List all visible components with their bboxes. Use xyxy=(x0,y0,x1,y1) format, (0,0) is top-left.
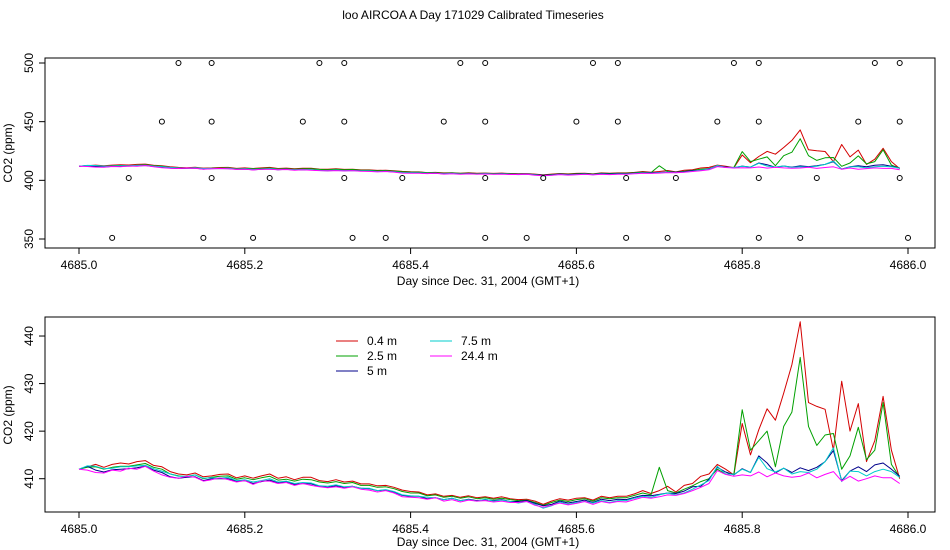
panel-1-marker-point xyxy=(714,118,721,125)
legend-label-24-4m: 24.4 m xyxy=(461,349,498,363)
panel-1-x-axis: 4685.0 4685.2 4685.4 4685.6 4685.8 4686.0 xyxy=(61,247,927,272)
panel-1-marker-point xyxy=(755,60,762,66)
panel-1-markers xyxy=(109,60,911,241)
panel-1-marker-point xyxy=(208,174,215,181)
panel-1-marker-point xyxy=(266,174,273,181)
panel-1-series xyxy=(78,129,901,177)
panel-1-marker-point xyxy=(905,234,911,241)
panel-2-y-tick-label: 420 xyxy=(22,421,36,441)
panel-1-x-tick-label: 4686.0 xyxy=(890,258,927,272)
panel-1-marker-point xyxy=(341,60,348,66)
panel-1-y-axis: 350 400 450 500 xyxy=(22,53,46,249)
panel-1-marker-point xyxy=(382,234,389,241)
legend-label-5m: 5 m xyxy=(367,364,387,378)
panel-1-marker-point xyxy=(896,174,903,181)
panel-1-marker-point xyxy=(871,60,878,66)
panel-1-x-tick-label: 4685.4 xyxy=(392,258,429,272)
panel-1-marker-point xyxy=(482,174,489,181)
panel-2-x-tick-label: 4685.6 xyxy=(558,522,595,536)
panel-2-y-tick-label: 440 xyxy=(22,326,36,346)
panel-2-y-tick-label: 410 xyxy=(22,468,36,488)
panel-1-marker-point xyxy=(755,174,762,181)
panel-2-series-0-4m xyxy=(78,321,901,505)
panel-1-marker-point xyxy=(250,234,257,241)
panel-1-marker-point xyxy=(175,60,182,66)
panel-1-marker-point xyxy=(614,60,621,66)
panel-1-marker-point xyxy=(482,234,489,241)
panel-1-marker-point xyxy=(573,118,580,125)
panel-1-marker-point xyxy=(523,234,530,241)
panel-2-x-axis-label: Day since Dec. 31, 2004 (GMT+1) xyxy=(397,535,579,549)
panel-1-marker-point xyxy=(125,174,132,181)
panel-1-x-tick-label: 4685.8 xyxy=(724,258,761,272)
panel-1-y-tick-label: 500 xyxy=(22,53,36,73)
panel-1-marker-point xyxy=(349,234,356,241)
panel-1-marker-point xyxy=(158,118,165,125)
panel-2-series-24-4m xyxy=(78,465,900,508)
panel-1-marker-point xyxy=(672,174,679,181)
panel-1-marker-point xyxy=(896,118,903,125)
panel-2-x-axis: 4685.0 4685.2 4685.4 4685.6 4685.8 4686.0 xyxy=(61,511,927,536)
panel-1-marker-point xyxy=(299,118,306,125)
panel-2-x-tick-label: 4685.0 xyxy=(61,522,98,536)
panel-1-marker-point xyxy=(482,60,489,66)
panel-1-x-tick-label: 4685.2 xyxy=(226,258,263,272)
panel-2-series-2-5m xyxy=(78,356,901,506)
panel-2-y-tick-label: 430 xyxy=(22,373,36,393)
panel-1-marker-point xyxy=(623,234,630,241)
panel-1-x-tick-label: 4685.0 xyxy=(61,258,98,272)
panel-2-x-tick-label: 4685.2 xyxy=(226,522,263,536)
panel-1-y-tick-label: 350 xyxy=(22,229,36,249)
panel-1-marker-point xyxy=(109,234,116,241)
panel-1-marker-point xyxy=(482,118,489,125)
panel-2-x-tick-label: 4686.0 xyxy=(890,522,927,536)
legend-label-0-4m: 0.4 m xyxy=(367,334,397,348)
panel-1-x-tick-label: 4685.6 xyxy=(558,258,595,272)
panel-1-marker-point xyxy=(855,118,862,125)
panel-1: 4685.0 4685.2 4685.4 4685.6 4685.8 4686.0 350… xyxy=(1,53,936,288)
panel-1-marker-point xyxy=(614,118,621,125)
panel-1-marker-point xyxy=(813,174,820,181)
panel-1-marker-point xyxy=(589,60,596,66)
panel-1-marker-point xyxy=(440,118,447,125)
panel-1-marker-point xyxy=(540,174,547,181)
panel-1-marker-point xyxy=(797,234,804,241)
panel-2-x-tick-label: 4685.4 xyxy=(392,522,429,536)
panel-1-marker-point xyxy=(623,174,630,181)
legend-label-7-5m: 7.5 m xyxy=(461,334,491,348)
panel-1-marker-point xyxy=(341,118,348,125)
panel-1-y-tick-label: 450 xyxy=(22,111,36,131)
legend: 0.4 m2.5 m5 m 7.5 m24.4 m xyxy=(336,334,498,378)
panel-1-marker-point xyxy=(755,234,762,241)
panel-1-series-24-4m xyxy=(78,165,900,177)
legend-label-2-5m: 2.5 m xyxy=(367,349,397,363)
panel-1-marker-point xyxy=(341,174,348,181)
panel-2-series xyxy=(78,321,901,509)
panel-1-marker-point xyxy=(208,118,215,125)
panel-2-y-axis: 410 420 430 440 xyxy=(22,326,46,489)
panel-1-marker-point xyxy=(730,60,737,66)
panel-2: 4685.0 4685.2 4685.4 4685.6 4685.8 4686.0 410… xyxy=(1,316,936,549)
panel-1-y-axis-label: CO2 (ppm) xyxy=(1,123,15,182)
panel-1-marker-point xyxy=(896,60,903,66)
chart-title: loo AIRCOA A Day 171029 Calibrated Times… xyxy=(342,8,603,22)
panel-2-y-axis-label: CO2 (ppm) xyxy=(1,385,15,444)
panel-1-marker-point xyxy=(755,118,762,125)
panel-1-marker-point xyxy=(457,60,464,66)
panel-2-series-7-5m xyxy=(78,447,900,509)
panel-1-marker-point xyxy=(664,234,671,241)
panel-1-y-tick-label: 400 xyxy=(22,170,36,190)
panel-2-x-tick-label: 4685.8 xyxy=(724,522,761,536)
panel-1-marker-point xyxy=(208,60,215,66)
panel-1-x-axis-label: Day since Dec. 31, 2004 (GMT+1) xyxy=(397,274,579,288)
panel-1-marker-point xyxy=(200,234,207,241)
panel-1-marker-point xyxy=(316,60,323,66)
panel-1-marker-point xyxy=(399,174,406,181)
